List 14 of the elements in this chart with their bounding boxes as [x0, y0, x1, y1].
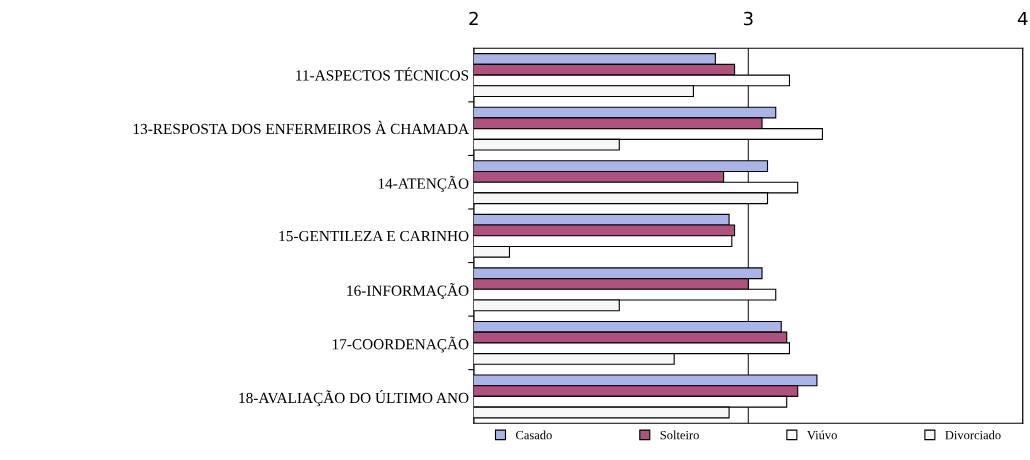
legend-label: Divorciado: [945, 430, 1001, 440]
y-tick-label: 17-COORDENAÇÃO: [332, 336, 469, 353]
y-tick-label: 14-ATENÇÃO: [378, 175, 469, 192]
y-tick-label: 16-INFORMAÇÃO: [347, 282, 469, 299]
legend-label: Casado: [516, 430, 552, 440]
y-tick-label: 13-RESPOSTA DOS ENFERMEIROS À CHAMADA: [133, 120, 469, 135]
legend-label: Solteiro: [660, 430, 699, 440]
y-tick-label: 18-AVALIAÇÃO DO ÚLTIMO ANO: [239, 389, 469, 407]
x-tick-label: 4: [1017, 11, 1028, 26]
x-tick-label: 2: [469, 11, 478, 26]
y-tick-label: 11-ASPECTOS TÉCNICOS: [296, 67, 469, 81]
y-tick-label: 15-GENTILEZA E CARINHO: [279, 230, 469, 242]
x-tick-label: 3: [743, 11, 753, 26]
legend-label: Viúvo: [807, 430, 837, 440]
